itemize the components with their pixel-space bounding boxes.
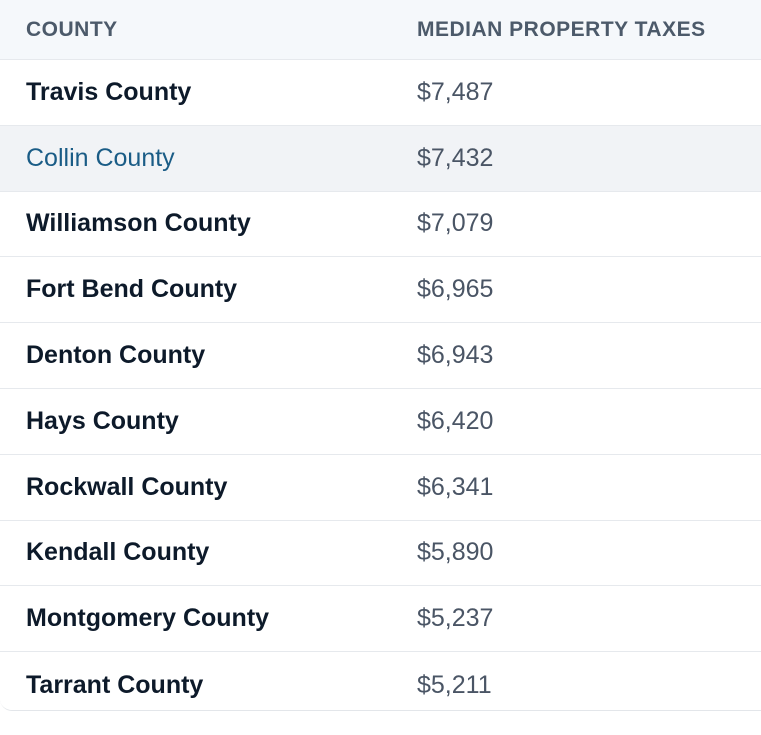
median-tax-value: $7,432: [417, 143, 494, 172]
median-tax-value: $5,211: [417, 670, 492, 699]
county-name[interactable]: Denton County: [26, 341, 206, 370]
table-row: Tarrant County $5,211: [0, 652, 761, 710]
table-row: Hays County $6,420: [0, 388, 761, 455]
table-row: Kendall County $5,890: [0, 520, 761, 587]
table-header: COUNTY MEDIAN PROPERTY TAXES: [0, 0, 761, 60]
table-row: Williamson County $7,079: [0, 191, 761, 258]
tax-column-header[interactable]: MEDIAN PROPERTY TAXES: [417, 17, 706, 41]
county-name[interactable]: Fort Bend County: [26, 275, 238, 304]
county-name[interactable]: Collin County: [26, 143, 175, 172]
county-name[interactable]: Tarrant County: [26, 670, 204, 699]
median-tax-value: $7,487: [417, 77, 494, 106]
property-tax-table: COUNTY MEDIAN PROPERTY TAXES Travis Coun…: [0, 0, 761, 711]
county-name[interactable]: Kendall County: [26, 538, 210, 567]
table-row: Montgomery County $5,237: [0, 586, 761, 653]
table-row: Collin County $7,432: [0, 125, 761, 192]
table-row: Fort Bend County $6,965: [0, 257, 761, 324]
median-tax-value: $6,965: [417, 275, 494, 304]
median-tax-value: $6,943: [417, 341, 494, 370]
median-tax-value: $5,890: [417, 538, 494, 567]
table-row: Rockwall County $6,341: [0, 454, 761, 521]
county-name[interactable]: Williamson County: [26, 209, 251, 238]
median-tax-value: $5,237: [417, 604, 494, 633]
median-tax-value: $6,420: [417, 406, 494, 435]
table-row: Denton County $6,943: [0, 323, 761, 389]
median-tax-value: $6,341: [417, 472, 494, 501]
county-name[interactable]: Hays County: [26, 406, 179, 435]
county-column-header[interactable]: COUNTY: [26, 17, 118, 41]
county-name[interactable]: Travis County: [26, 77, 192, 106]
table-row: Travis County $7,487: [0, 60, 761, 126]
median-tax-value: $7,079: [417, 209, 494, 238]
county-name[interactable]: Montgomery County: [26, 604, 270, 633]
county-name[interactable]: Rockwall County: [26, 472, 228, 501]
